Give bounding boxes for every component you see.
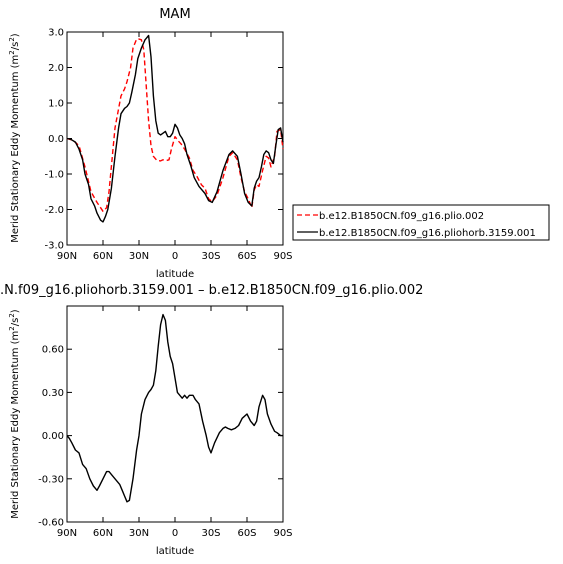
legend-box: [292, 204, 550, 241]
chart-1-y-ticks: 3.0 2.0 1.0 0.0 -1.0 -2.0 -3.0: [44, 28, 283, 252]
x-tick-label: 90S: [273, 251, 292, 262]
x-tick-label: 30S: [201, 528, 220, 539]
series-line-1: [66, 313, 283, 503]
y-tick-label: 0.00: [42, 431, 64, 442]
x-tick-label: 90N: [57, 528, 77, 539]
x-tick-label: 60S: [237, 251, 256, 262]
chart-2: .N.f09_g16.pliohorb.3159.001 – b.e12.B18…: [0, 283, 423, 557]
chart-2-series: [66, 313, 283, 503]
y-tick-label: -0.60: [38, 518, 64, 529]
chart-2-frame: [66, 305, 284, 523]
chart-2-title: .N.f09_g16.pliohorb.3159.001 – b.e12.B18…: [0, 283, 423, 298]
x-tick-label: 90S: [273, 528, 292, 539]
x-tick-label: 30N: [129, 251, 149, 262]
y-tick-label: -3.0: [44, 241, 64, 252]
y-tick-label: 0.60: [42, 345, 64, 356]
x-tick-label: 0: [172, 251, 178, 262]
legend-label-series-1: b.e12.B1850CN.f09_g16.plio.002: [319, 211, 484, 222]
x-tick-label: 60N: [93, 251, 113, 262]
chart-2-y-ticks: 0.60 0.30 0.00 -0.30 -0.60: [38, 345, 283, 529]
y-tick-label: 1.0: [48, 99, 64, 110]
legend-label-series-2: b.e12.B1850CN.f09_g16.pliohorb.3159.001: [319, 228, 536, 239]
chart-1: MAM 3.02.01.00.0-1.0-2.0-3.0 90N 60N 30N 0 3…: [8, 7, 550, 280]
x-tick-label: 30N: [129, 528, 149, 539]
y-tick-label: 0.0: [48, 134, 64, 145]
y-tick-label: -2.0: [44, 205, 64, 216]
y-tick-label: -1.0: [44, 170, 64, 181]
chart-2-x-ticks: 90N 60N 30N 0 30S 60S 90S: [57, 306, 293, 539]
y-tick-label: 3.0: [48, 28, 64, 39]
x-tick-label: 0: [172, 528, 178, 539]
x-tick-label: 30S: [201, 251, 220, 262]
chart-1-x-axis-label: latitude: [156, 269, 194, 280]
chart-1-x-ticks: 90N 60N 30N 0 30S 60S 90S: [57, 32, 293, 262]
y-tick-label: 0.30: [42, 388, 64, 399]
x-tick-label: 90N: [57, 251, 77, 262]
chart-2-y-axis-label: Merid Stationary Eddy Momentum (m2/s2): [8, 309, 21, 519]
chart-1-series: [66, 34, 284, 223]
series-line-2: [66, 34, 284, 223]
chart-1-legend: b.e12.B1850CN.f09_g16.plio.002 b.e12.B18…: [292, 204, 550, 241]
y-tick-label: -0.30: [38, 474, 64, 485]
x-tick-label: 60S: [237, 528, 256, 539]
chart-1-title: MAM: [159, 7, 190, 22]
x-tick-label: 60N: [93, 528, 113, 539]
chart-2-x-axis-label: latitude: [156, 546, 194, 557]
y-tick-label: 2.0: [48, 63, 64, 74]
chart-1-y-axis-label: Merid Stationary Eddy Momentum (m2/s2): [8, 33, 21, 243]
